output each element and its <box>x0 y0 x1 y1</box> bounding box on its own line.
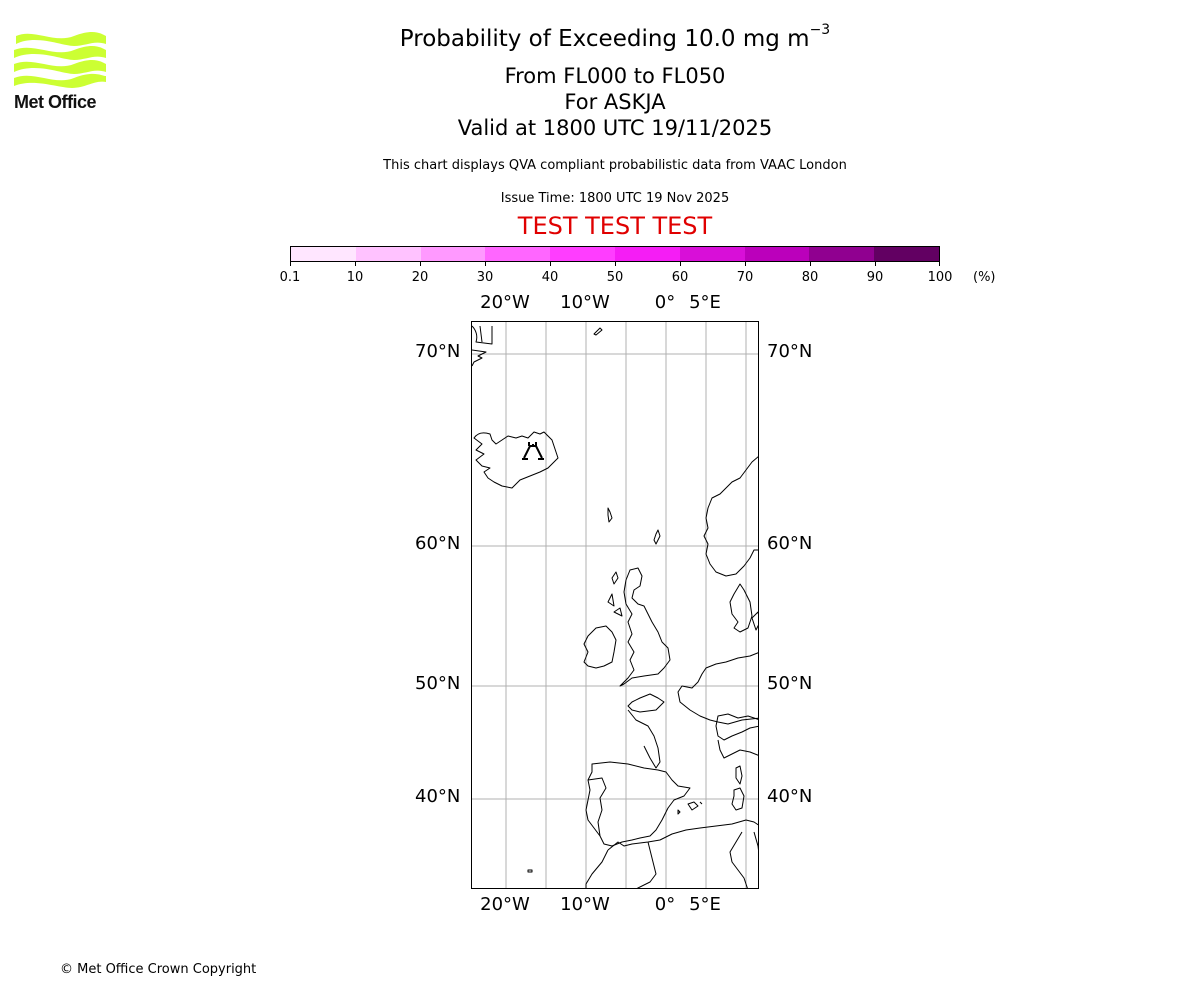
colorbar-tick <box>745 262 746 266</box>
lat-label-right: 40°N <box>767 786 813 807</box>
chart-title-superscript: −3 <box>809 22 831 38</box>
colorbar-segment-20-30 <box>420 247 486 261</box>
test-banner: TEST TEST TEST <box>517 212 713 240</box>
lon-label-bottom: 5°E <box>689 894 721 915</box>
issue-time-text: Issue Time: 1800 UTC 19 Nov 2025 <box>500 191 730 206</box>
colorbar-tick-label: 10 <box>346 270 364 285</box>
colorbar-segment-80-90 <box>809 247 875 261</box>
met-office-logo: Met Office <box>14 30 106 112</box>
lon-label-bottom: 10°W <box>560 894 610 915</box>
lat-label-right: 50°N <box>767 673 813 694</box>
colorbar-tick <box>875 262 876 266</box>
lon-label-top: 10°W <box>560 292 610 313</box>
lon-label-top: 0° <box>654 292 676 313</box>
lon-label-top: 20°W <box>480 292 530 313</box>
colorbar-tick-label: 50 <box>606 270 624 285</box>
map-canvas <box>472 322 758 888</box>
colorbar-tick <box>355 262 356 266</box>
colorbar-segment-90-100 <box>874 247 939 261</box>
colorbar-segment-50-60 <box>614 247 680 261</box>
colorbar-tick-label: 70 <box>736 270 754 285</box>
lon-label-top: 5°E <box>689 292 721 313</box>
lat-label-right: 70°N <box>767 341 813 362</box>
colorbar-segment-30-40 <box>485 247 551 261</box>
logo-text: Met Office <box>14 92 97 112</box>
colorbar-tick-label: 60 <box>671 270 689 285</box>
chart-title-text: Probability of Exceeding 10.0 mg m <box>399 26 810 52</box>
colorbar-segment-70-80 <box>744 247 810 261</box>
graticule <box>472 322 758 888</box>
colorbar-tick <box>939 262 940 266</box>
colorbar-segment-40-50 <box>550 247 615 261</box>
lon-label-bottom: 0° <box>654 894 676 915</box>
volcano-subtitle: For ASKJA <box>564 90 666 114</box>
colorbar-segment-10-20 <box>355 247 421 261</box>
probability-colorbar <box>290 246 940 262</box>
lat-label-left: 40°N <box>415 786 461 807</box>
colorbar-segment-60-70 <box>679 247 745 261</box>
colorbar-tick <box>550 262 551 266</box>
colorbar-segment-0-10 <box>291 247 356 261</box>
valid-time-subtitle: Valid at 1800 UTC 19/11/2025 <box>457 116 773 140</box>
colorbar-tick <box>420 262 421 266</box>
colorbar-tick <box>810 262 811 266</box>
colorbar-tick <box>615 262 616 266</box>
lat-label-left: 70°N <box>415 341 461 362</box>
colorbar-tick-label: 40 <box>541 270 559 285</box>
lat-label-left: 60°N <box>415 533 461 554</box>
colorbar-tick-label: 80 <box>801 270 819 285</box>
colorbar-tick <box>680 262 681 266</box>
colorbar-unit: (%) <box>973 270 996 285</box>
lon-label-bottom: 20°W <box>480 894 530 915</box>
colorbar-tick <box>290 262 291 266</box>
lat-label-right: 60°N <box>767 533 813 554</box>
coastlines <box>472 325 758 888</box>
map-panel[interactable] <box>471 321 759 889</box>
colorbar-tick-label: 90 <box>866 270 884 285</box>
colorbar-tick-label: 0.1 <box>279 270 301 285</box>
colorbar-tick-label: 30 <box>476 270 494 285</box>
chart-title: Probability of Exceeding 10.0 mg m−3 <box>0 22 1200 52</box>
colorbar-tick-label: 100 <box>927 270 953 285</box>
volcano-icon <box>522 442 544 460</box>
met-office-wave-logo-icon <box>14 31 106 88</box>
colorbar-tick-label: 20 <box>411 270 429 285</box>
lat-label-left: 50°N <box>415 673 461 694</box>
description-text: This chart displays QVA compliant probab… <box>383 158 847 173</box>
flight-level-subtitle: From FL000 to FL050 <box>504 64 726 88</box>
copyright-text: © Met Office Crown Copyright <box>60 962 257 977</box>
colorbar-tick <box>485 262 486 266</box>
